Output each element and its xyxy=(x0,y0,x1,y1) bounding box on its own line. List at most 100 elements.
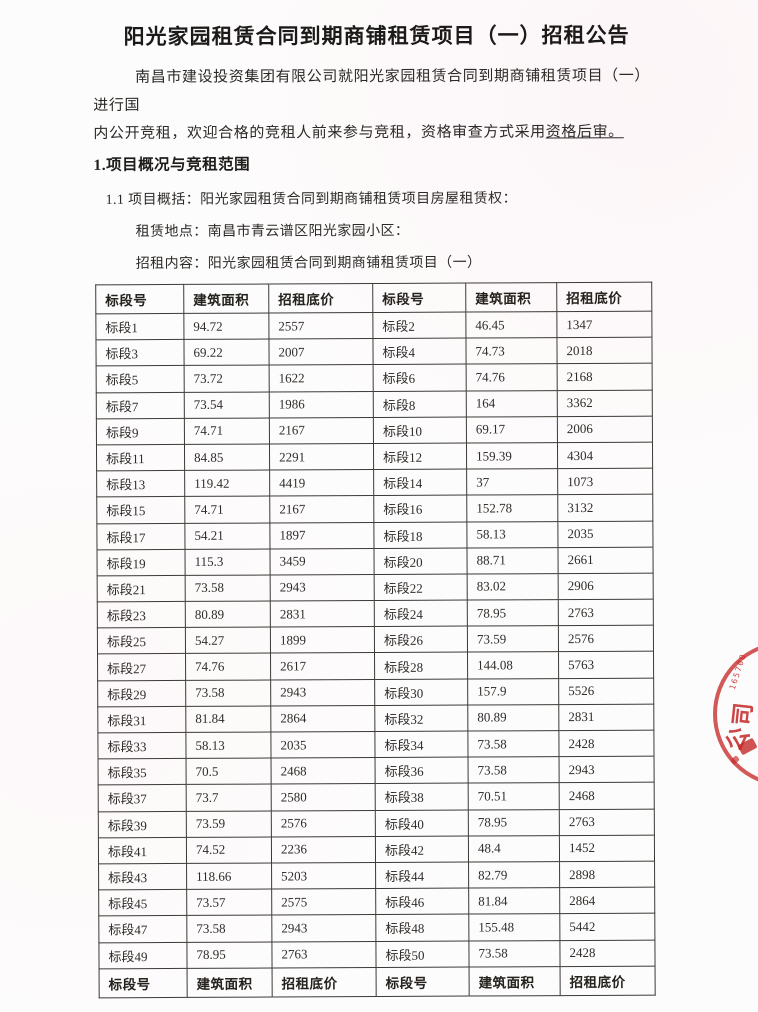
table-cell: 73.59 xyxy=(467,625,559,653)
table-cell: 2035 xyxy=(270,731,376,759)
table-cell: 74.52 xyxy=(186,836,272,864)
table-cell: 73.58 xyxy=(185,574,271,602)
table-cell: 标段9 xyxy=(96,418,185,445)
table-header-cell: 招租底价 xyxy=(560,965,656,996)
table-cell: 标段31 xyxy=(97,706,186,733)
table-cell: 标段26 xyxy=(374,626,468,653)
table-cell: 70.51 xyxy=(468,782,560,810)
table-cell: 5442 xyxy=(559,913,655,941)
table-cell: 83.02 xyxy=(467,573,559,601)
table-cell: 73.57 xyxy=(186,889,272,916)
table-cell: 标段32 xyxy=(374,704,468,732)
table-cell: 73.58 xyxy=(186,915,272,942)
table-cell: 标段34 xyxy=(374,731,469,758)
table-cell: 标段14 xyxy=(373,469,467,496)
table-cell: 164 xyxy=(466,390,558,417)
table-row: 标段13 119.42 4419 标段14 37 1073 xyxy=(96,468,653,498)
table-cell: 标段35 xyxy=(98,758,187,786)
table-cell: 1073 xyxy=(557,468,653,495)
table-cell: 73.58 xyxy=(467,730,560,758)
table-cell: 46.45 xyxy=(465,311,557,339)
table-row: 标段49 78.95 2763 标段50 73.58 2428 xyxy=(98,939,656,969)
table-cell: 1452 xyxy=(559,834,655,862)
table-header-cell: 建筑面积 xyxy=(465,282,557,313)
table-cell: 2906 xyxy=(558,573,654,600)
table-cell: 标段27 xyxy=(97,653,186,681)
table-cell: 2864 xyxy=(559,887,655,914)
page-title: 阳光家园租赁合同到期商铺租赁项目（一）招租公告 xyxy=(123,23,630,49)
table-cell: 2428 xyxy=(559,939,656,967)
table-cell: 2831 xyxy=(270,600,375,628)
table-cell: 2468 xyxy=(559,782,655,810)
table-cell: 81.84 xyxy=(185,705,271,733)
table-cell: 69.17 xyxy=(466,416,558,443)
table-cell: 2898 xyxy=(559,861,655,888)
table-cell: 标段18 xyxy=(373,521,467,549)
table-cell: 80.89 xyxy=(467,704,559,732)
table-cell: 2864 xyxy=(270,705,375,733)
project-overview-line: 1.1 项目概括：阳光家园租赁合同到期商铺租赁项目房屋租赁权： xyxy=(105,191,517,208)
table-cell: 37 xyxy=(466,468,558,496)
seal-number: 165700 xyxy=(727,652,749,691)
table-cell: 标段29 xyxy=(97,680,186,707)
table-row: 标段33 58.13 2035 标段34 73.58 2428 xyxy=(97,730,655,760)
table-cell: 73.58 xyxy=(468,756,560,784)
table-cell: 2428 xyxy=(558,730,655,757)
table-cell: 标段10 xyxy=(373,416,467,444)
table-cell: 69.22 xyxy=(183,339,270,366)
intro-line1: 南昌市建设投资集团有限公司就阳光家园租赁合同到期商铺租赁项目（一）进行国 xyxy=(93,68,651,114)
table-cell: 94.72 xyxy=(183,313,269,340)
table-cell: 2575 xyxy=(271,888,376,916)
table-cell: 58.13 xyxy=(466,521,558,548)
table-row: 标段9 74.71 2167 标段10 69.17 2006 xyxy=(96,415,653,445)
table-cell: 2943 xyxy=(270,679,375,706)
table-cell: 标段24 xyxy=(374,600,468,627)
table-row: 标段39 73.59 2576 标段40 78.95 2763 xyxy=(98,808,655,838)
lots-table: 标段号 建筑面积 招租底价 标段号 建筑面积 招租底价 标段1 94.72 2557 标段2 46… xyxy=(95,282,656,998)
table-header-cell: 招租底价 xyxy=(556,282,652,312)
table-cell: 标段38 xyxy=(375,783,469,811)
table-cell: 标段23 xyxy=(97,601,186,629)
table-cell: 78.95 xyxy=(186,941,273,969)
table-cell: 2763 xyxy=(271,941,377,968)
table-row: 标段19 115.3 3459 标段20 88.71 2661 xyxy=(96,546,654,576)
table-cell: 2763 xyxy=(558,599,654,626)
table-cell: 标段20 xyxy=(373,547,468,575)
table-cell: 2168 xyxy=(557,363,653,391)
table-cell: 标段47 xyxy=(98,915,187,943)
table-cell: 标段1 xyxy=(95,313,184,341)
table-cell: 2006 xyxy=(557,415,653,443)
table-row: 标段41 74.52 2236 标段42 48.4 1452 xyxy=(98,834,655,864)
table-cell: 2763 xyxy=(559,808,655,836)
table-cell: 48.4 xyxy=(468,835,560,862)
table-header-cell: 建筑面积 xyxy=(183,284,269,314)
table-cell: 74.71 xyxy=(184,496,270,523)
table-cell: 1897 xyxy=(269,522,374,549)
table-cell: 157.9 xyxy=(467,678,559,705)
seal-emblem-fragment xyxy=(730,755,740,765)
table-cell: 标段36 xyxy=(375,757,469,784)
table-cell: 3362 xyxy=(557,389,653,417)
lots-table-body: 标段1 94.72 2557 标段2 46.45 1347 标段3 69.22 2007 标段4 7… xyxy=(95,311,656,969)
table-cell: 5763 xyxy=(558,651,654,679)
section-heading: 1.项目概况与竞租范围 xyxy=(93,156,251,174)
table-cell: 73.72 xyxy=(184,365,270,393)
company-seal: 165700 司 公 xyxy=(713,641,758,787)
table-cell: 标段42 xyxy=(375,835,469,863)
table-cell: 2468 xyxy=(271,757,376,785)
table-header-cell: 招租底价 xyxy=(268,283,373,314)
table-cell: 54.21 xyxy=(184,522,270,550)
table-header-cell: 标段号 xyxy=(95,284,184,314)
intro-paragraph: 南昌市建设投资集团有限公司就阳光家园租赁合同到期商铺租赁项目（一）进行国 内公开竞… xyxy=(93,62,660,148)
table-cell: 标段44 xyxy=(375,861,469,889)
table-header-cell: 建筑面积 xyxy=(187,967,273,998)
table-row: 标段7 73.54 1986 标段8 164 3362 xyxy=(96,389,653,419)
table-cell: 2831 xyxy=(558,703,654,731)
table-cell: 73.54 xyxy=(184,391,270,419)
document-content: 阳光家园租赁合同到期商铺租赁项目（一）招租公告 南昌市建设投资集团有限公司就阳光… xyxy=(93,21,663,998)
table-cell: 标段50 xyxy=(375,940,470,968)
table-cell: 73.7 xyxy=(186,784,272,811)
table-row: 标段23 80.89 2831 标段24 78.95 2763 xyxy=(97,599,654,629)
table-cell: 1622 xyxy=(269,364,374,392)
table-cell: 88.71 xyxy=(466,547,559,574)
